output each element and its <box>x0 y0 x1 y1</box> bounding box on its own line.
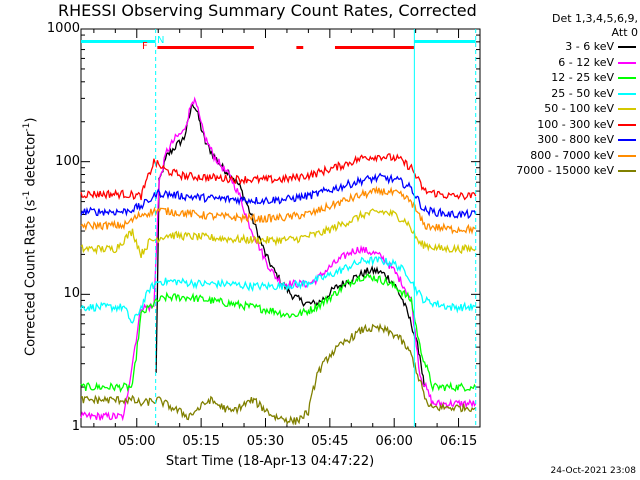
legend-label: 6 - 12 keV <box>558 55 614 69</box>
legend-label: 25 - 50 keV <box>551 86 614 100</box>
legend-label: 7000 - 15000 keV <box>516 164 614 177</box>
legend-swatch <box>618 108 636 110</box>
y-tick-label: 10 <box>63 286 80 302</box>
x-tick-label: 05:45 <box>311 434 349 449</box>
legend-label: 50 - 100 keV <box>544 102 614 115</box>
legend-entry: 50 - 100 keV <box>478 102 638 115</box>
legend-swatch <box>618 123 636 126</box>
legend-swatch <box>618 154 636 157</box>
night-bar <box>81 40 156 43</box>
series-line-7000-15000-keV <box>80 322 477 426</box>
x-tick-label: 05:00 <box>118 434 156 449</box>
y-tick-label: 1 <box>71 419 80 434</box>
legend-entry: 300 - 800 keV <box>478 133 638 146</box>
legend-swatch <box>618 170 636 172</box>
x-tick-label: 06:15 <box>439 434 478 449</box>
chart-title: RHESSI Observing Summary Count Rates, Co… <box>58 1 477 20</box>
legend-swatch <box>618 92 636 95</box>
legend-header-line2: Att 0 <box>611 26 638 39</box>
legend-header-line1: Det 1,3,4,5,6,9, <box>551 12 638 25</box>
series-group <box>80 96 477 426</box>
series-line-800-7000-keV <box>80 185 477 235</box>
series-line-12-25-keV <box>80 273 477 393</box>
flare-bar <box>296 46 304 49</box>
series-line-6-12-keV <box>80 96 477 422</box>
legend-entry: 3 - 6 keV <box>478 40 638 53</box>
timestamp: 24-Oct-2021 23:08 <box>550 466 636 476</box>
x-tick-label: 05:30 <box>246 434 285 449</box>
series-line-3-6-keV <box>155 103 425 388</box>
x-tick-label: 05:15 <box>182 434 220 449</box>
axis-ticks <box>81 28 481 428</box>
legend-entry: 7000 - 15000 keV <box>478 164 638 177</box>
legend-entry: 800 - 7000 keV <box>478 149 638 162</box>
flare-flag-label: F <box>142 41 148 52</box>
legend-label: 300 - 800 keV <box>537 133 614 146</box>
night-flag-label: N <box>157 35 165 46</box>
flare-bar <box>334 46 415 49</box>
legend-swatch <box>618 61 636 64</box>
series-line-25-50-keV <box>80 256 477 324</box>
legend-entry: 6 - 12 keV <box>478 56 638 69</box>
series-line-300-800-keV <box>80 172 477 220</box>
legend-swatch <box>618 77 636 79</box>
plot-frame <box>80 28 481 428</box>
legend-entry: 12 - 25 keV <box>478 71 638 84</box>
legend-swatch <box>618 46 636 48</box>
legend-entry: 25 - 50 keV <box>478 87 638 100</box>
night-bar <box>414 40 476 43</box>
legend-label: 100 - 300 keV <box>537 117 614 131</box>
x-tick-label: 06:00 <box>375 434 413 449</box>
series-line-100-300-keV <box>80 153 477 201</box>
legend-swatch <box>618 139 636 141</box>
x-axis-label: Start Time (18-Apr-13 04:47:22) <box>165 454 375 469</box>
legend-label: 12 - 25 keV <box>551 71 614 84</box>
y-tick-label: 100 <box>55 153 80 169</box>
legend-entry: 100 - 300 keV <box>478 118 638 131</box>
flag-bars <box>81 40 476 49</box>
legend-label: 800 - 7000 keV <box>530 148 614 162</box>
flare-bar <box>157 46 254 49</box>
legend-label: 3 - 6 keV <box>565 40 614 53</box>
series-line-50-100-keV <box>80 208 477 259</box>
y-tick-label: 1000 <box>46 21 80 36</box>
y-axis-label: Corrected Count Rate (s-1 detector-1) <box>22 117 39 356</box>
night-boundary-lines <box>155 29 477 427</box>
